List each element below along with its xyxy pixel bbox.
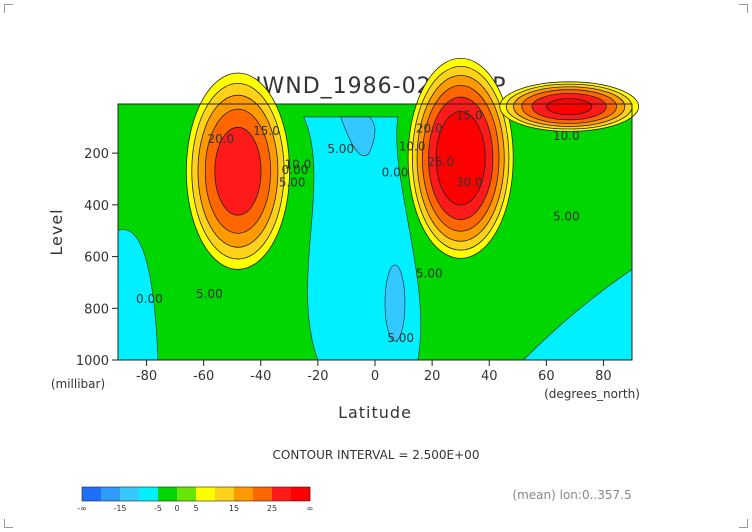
colorbar-swatch (234, 487, 254, 501)
colorbar-swatch (177, 487, 197, 501)
contour-label: 5.00 (279, 176, 306, 190)
contour-label: 5.00 (387, 331, 414, 345)
y-tick-label: 1000 (76, 354, 109, 369)
contour-label: 10.0 (553, 129, 580, 143)
contour-band-jet0-25 (214, 126, 262, 216)
contour-label: 20.0 (207, 132, 234, 146)
contour-labels: 20.015.010.05.000.005.000.0010.015.020.0… (136, 109, 580, 345)
colorbar-swatch (101, 487, 121, 501)
contour-band-negative-lower (384, 264, 406, 342)
colorbar-swatch (139, 487, 159, 501)
contour-label: 5.00 (553, 209, 580, 223)
y-tick-label: 200 (84, 147, 109, 162)
x-tick-label: 60 (538, 369, 555, 384)
y-tick-label: 800 (84, 302, 109, 317)
colorbar-label: 25 (267, 504, 277, 513)
x-tick-label: -20 (307, 369, 328, 384)
contour-band-jet2-30 (546, 98, 593, 116)
colorbar-label: -15 (113, 504, 126, 513)
contour-label: 0.00 (136, 292, 163, 306)
x-tick-label: 40 (481, 369, 498, 384)
colorbar-label: 5 (193, 504, 198, 513)
x-tick-label: 20 (424, 369, 441, 384)
contour-fills (117, 57, 640, 361)
corner-mark-bottom-right (739, 519, 748, 528)
colorbar-label: 0 (174, 504, 179, 513)
y-tick-label: 600 (84, 251, 109, 266)
x-tick-label: -60 (193, 369, 214, 384)
contour-label: 25.0 (427, 155, 454, 169)
x-axis-units: (degrees_north) (544, 387, 640, 401)
colorbar-swatch (215, 487, 235, 501)
colorbar-swatch (272, 487, 292, 501)
colorbar-swatch (158, 487, 178, 501)
colorbar-label: 15 (229, 504, 239, 513)
contour-label: 15.0 (253, 124, 280, 138)
y-axis-label: Level (47, 208, 66, 255)
contour-interval-text: CONTOUR INTERVAL = 2.500E+00 (273, 448, 480, 462)
x-tick-label: -40 (250, 369, 271, 384)
contour-label: 5.00 (327, 142, 354, 156)
contour-label: 10.0 (285, 158, 312, 172)
contour-band-jet1-30 (435, 111, 486, 206)
y-axis-ticks: 200 400 600 800 1000 (76, 147, 118, 369)
colorbar-swatch (82, 487, 102, 501)
x-axis-ticks: -80 -60 -40 -20 0 20 40 60 80 (136, 360, 612, 384)
contour-label: 0.00 (282, 163, 309, 177)
x-tick-label: 80 (595, 369, 612, 384)
colorbar-swatch (196, 487, 216, 501)
colorbar-label: ∞ (307, 504, 314, 513)
corner-mark-bottom-left (4, 519, 13, 528)
corner-mark-top-right (739, 4, 748, 13)
x-axis-label: Latitude (338, 403, 412, 422)
colorbar-swatch (253, 487, 273, 501)
colorbar-swatch (291, 487, 311, 501)
y-tick-label: 400 (84, 199, 109, 214)
y-axis-units: (millibar) (51, 377, 105, 391)
contour-label: 20.0 (416, 121, 443, 135)
contour-label: 10.0 (399, 140, 426, 154)
contour-band-negative-core (340, 116, 376, 157)
contour-label: 30.0 (456, 176, 483, 190)
colorbar-label: -∞ (77, 504, 87, 513)
x-tick-label: -80 (136, 369, 157, 384)
colorbar-label: -5 (154, 504, 162, 513)
x-tick-label: 0 (371, 369, 379, 384)
corner-mark-top-left (4, 4, 13, 13)
colorbar-swatch (120, 487, 140, 501)
colorbar-frame (81, 486, 311, 502)
contour-label: 5.00 (196, 287, 223, 301)
contour-label: 0.00 (382, 165, 409, 179)
colorbar-legend: -∞ -15 -5 0 5 15 25 ∞ (77, 486, 314, 513)
footer-note: (mean) lon:0..357.5 (512, 488, 631, 502)
plot-area: 20.015.010.05.000.005.000.0010.015.020.0… (117, 57, 640, 361)
contour-label: 15.0 (456, 109, 483, 123)
contour-label: 5.00 (416, 266, 443, 280)
